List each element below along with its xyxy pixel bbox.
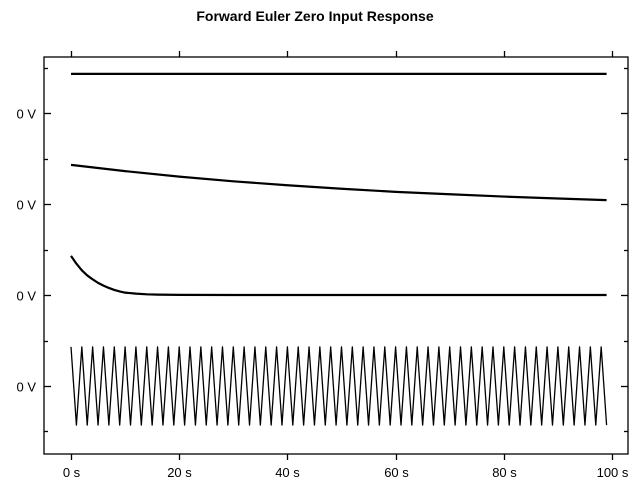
y-tick-label: 0 V (16, 380, 36, 395)
series-line-4 (70, 346, 608, 426)
x-axis: 0 s 20 s 40 s 60 s 80 s 100 s (63, 51, 629, 480)
x-tick-label: 80 s (492, 465, 517, 480)
y-axis: 0 V 0 V 0 V 0 V (16, 67, 628, 433)
y-tick-label: 0 V (16, 107, 36, 122)
series-line-3 (70, 255, 607, 297)
y-tick-label: 0 V (16, 198, 36, 213)
chart-title: Forward Euler Zero Input Response (196, 8, 433, 24)
series-line-2 (70, 163, 607, 202)
x-tick-label: 100 s (597, 465, 629, 480)
x-tick-label: 0 s (63, 465, 81, 480)
y-tick-label: 0 V (16, 289, 36, 304)
plot-area (70, 72, 608, 426)
plot-frame (43, 56, 629, 455)
x-tick-label: 40 s (275, 465, 300, 480)
x-tick-label: 20 s (167, 465, 192, 480)
x-tick-label: 60 s (384, 465, 409, 480)
